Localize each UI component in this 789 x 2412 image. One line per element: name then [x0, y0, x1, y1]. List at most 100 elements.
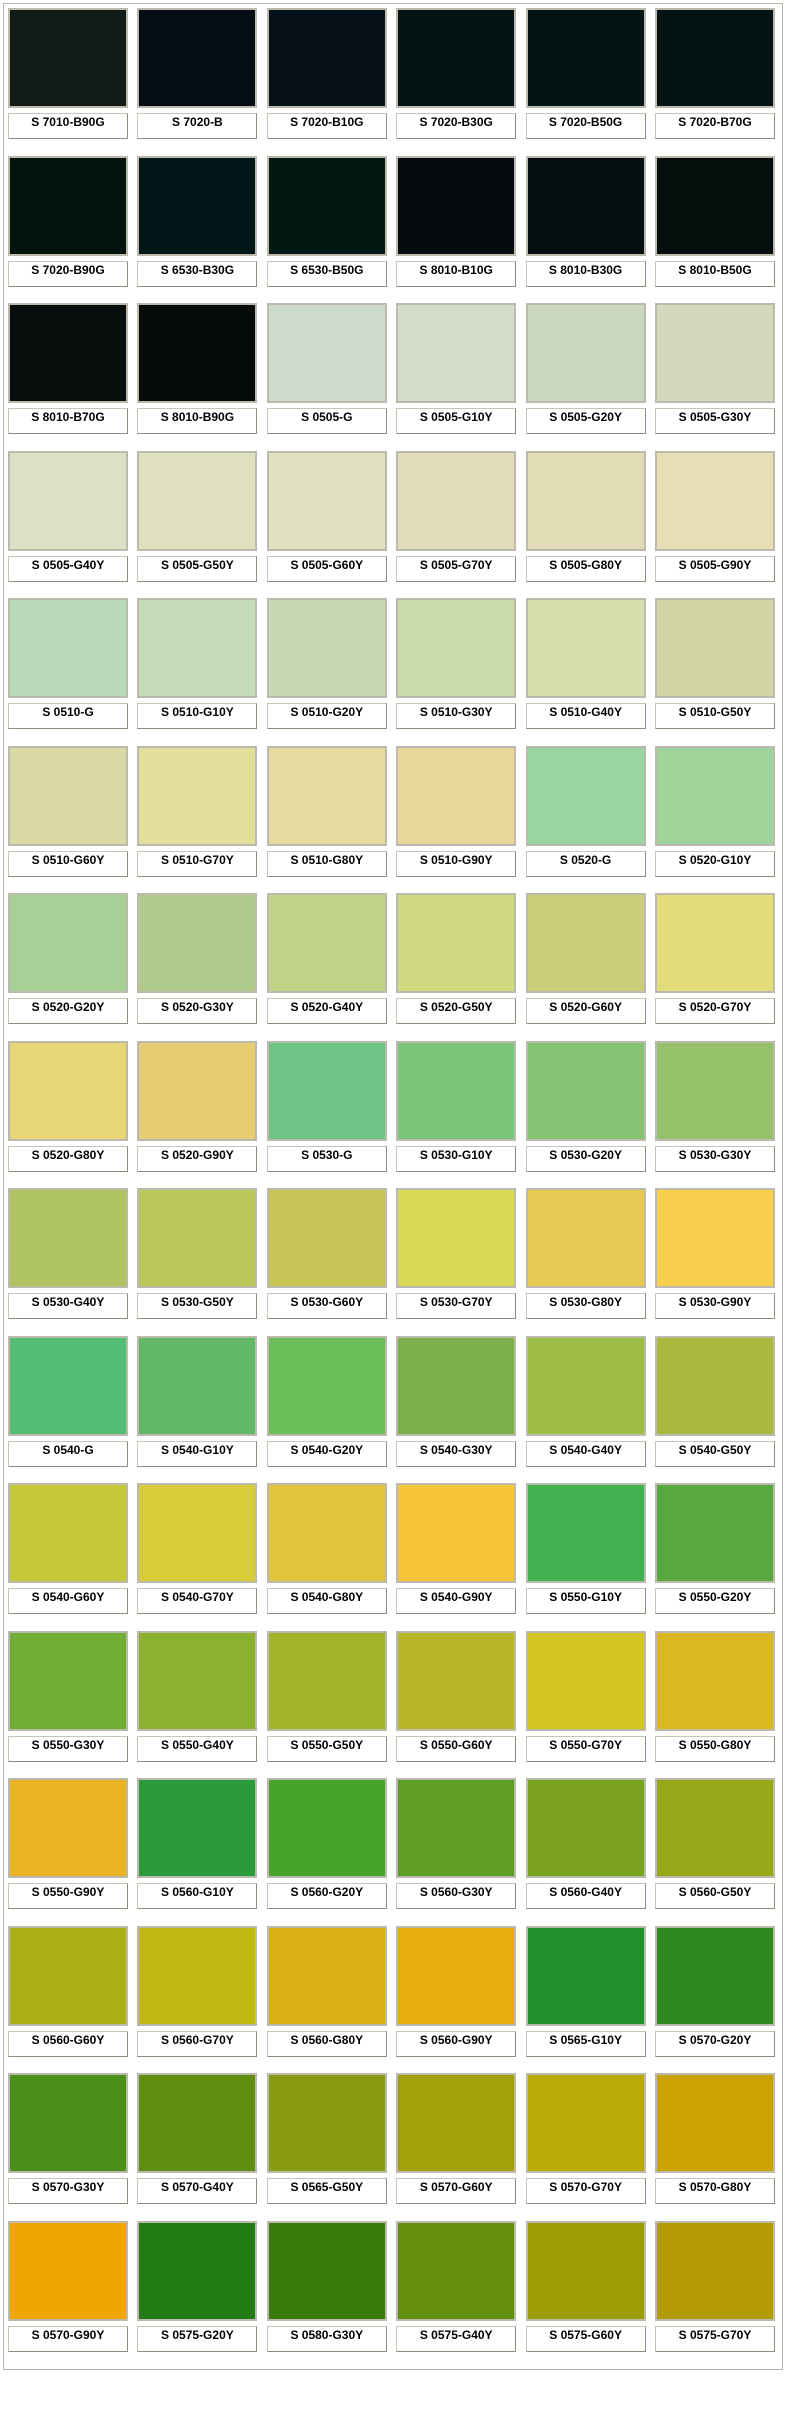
color-swatch	[8, 1335, 128, 1436]
swatch-cell: S 0580-G30Y	[265, 2218, 389, 2360]
swatch-cell: S 0520-G40Y	[265, 890, 389, 1032]
swatch-label: S 0550-G20Y	[655, 1588, 775, 1614]
swatch-label: S 0505-G90Y	[655, 555, 775, 582]
swatch-cell: S 0575-G70Y	[653, 2218, 777, 2360]
color-swatch	[8, 893, 128, 993]
swatch-label: S 0510-G90Y	[396, 850, 517, 877]
swatch-cell: S 0530-G20Y	[524, 1038, 648, 1180]
color-swatch	[655, 1778, 775, 1878]
swatch-cell: S 0510-G30Y	[394, 595, 518, 737]
swatch-label: S 0560-G30Y	[396, 1883, 517, 1909]
swatch-label: S 0550-G90Y	[8, 1883, 128, 1909]
color-swatch	[137, 598, 258, 698]
swatch-cell: S 0505-G80Y	[524, 448, 648, 590]
color-swatch	[8, 598, 128, 698]
swatch-label: S 0560-G10Y	[137, 1883, 258, 1909]
color-swatch	[525, 1335, 646, 1436]
swatch-label: S 0540-G50Y	[655, 1440, 775, 1467]
swatch-label: S 0505-G10Y	[396, 408, 517, 434]
swatch-label: S 0565-G10Y	[525, 2030, 646, 2057]
color-swatch	[655, 2073, 775, 2173]
swatch-label: S 7010-B90G	[8, 113, 128, 139]
swatch-cell: S 0520-G10Y	[653, 743, 777, 885]
swatch-label: S 0505-G50Y	[137, 555, 258, 582]
swatch-label: S 0575-G70Y	[655, 2325, 775, 2352]
swatch-cell: S 0560-G70Y	[135, 1923, 259, 2065]
swatch-label: S 0550-G50Y	[266, 1735, 387, 1762]
color-swatch	[525, 2220, 646, 2321]
color-swatch	[525, 450, 646, 551]
swatch-label: S 8010-B30G	[525, 260, 646, 287]
swatch-label: S 7020-B70G	[655, 113, 775, 139]
swatch-label: S 0530-G20Y	[525, 1145, 646, 1172]
swatch-label: S 0570-G90Y	[8, 2325, 128, 2352]
color-swatch	[266, 1925, 387, 2026]
swatch-label: S 0530-G60Y	[266, 1293, 387, 1319]
color-swatch	[655, 1630, 775, 1731]
color-swatch	[396, 303, 517, 403]
swatch-label: S 0575-G60Y	[525, 2325, 646, 2352]
color-swatch	[266, 8, 387, 108]
swatch-label: S 0540-G30Y	[396, 1440, 517, 1467]
swatch-label: S 7020-B30G	[396, 113, 517, 139]
swatch-label: S 0520-G60Y	[525, 998, 646, 1024]
swatch-label: S 0575-G20Y	[137, 2325, 258, 2352]
color-swatch	[137, 1335, 258, 1436]
swatch-cell: S 6530-B30G	[135, 153, 259, 295]
swatch-label: S 7020-B90G	[8, 260, 128, 287]
swatch-cell: S 0550-G60Y	[394, 1628, 518, 1770]
swatch-cell: S 0550-G80Y	[653, 1628, 777, 1770]
swatch-cell: S 0550-G90Y	[6, 1775, 130, 1917]
swatch-label: S 0530-G30Y	[655, 1145, 775, 1172]
color-swatch	[655, 1188, 775, 1288]
swatch-cell: S 8010-B50G	[653, 153, 777, 295]
swatch-cell: S 7010-B90G	[6, 5, 130, 147]
swatch-cell: S 0520-G80Y	[6, 1038, 130, 1180]
color-swatch	[525, 155, 646, 256]
swatch-cell: S 0560-G20Y	[265, 1775, 389, 1917]
swatch-label: S 0540-G60Y	[8, 1588, 128, 1614]
swatch-label: S 7020-B10G	[266, 113, 387, 139]
color-swatch-grid: S 7010-B90G S 7020-B S 7020-B10G S 7020-B30…	[3, 3, 783, 2370]
color-swatch	[266, 1335, 387, 1436]
swatch-cell: S 8010-B10G	[394, 153, 518, 295]
swatch-cell: S 0530-G50Y	[135, 1185, 259, 1327]
swatch-label: S 0570-G20Y	[655, 2030, 775, 2057]
swatch-cell: S 6530-B50G	[265, 153, 389, 295]
color-swatch	[137, 155, 258, 256]
color-swatch	[525, 1188, 646, 1288]
color-swatch	[8, 8, 128, 108]
color-swatch	[396, 1630, 517, 1731]
swatch-label: S 0520-G10Y	[655, 850, 775, 877]
swatch-cell: S 0505-G70Y	[394, 448, 518, 590]
swatch-cell: S 0565-G50Y	[265, 2070, 389, 2212]
color-swatch	[137, 1778, 258, 1878]
color-swatch	[266, 303, 387, 403]
swatch-cell: S 0570-G40Y	[135, 2070, 259, 2212]
swatch-cell: S 0540-G40Y	[524, 1333, 648, 1475]
color-swatch	[396, 893, 517, 993]
color-swatch	[396, 8, 517, 108]
swatch-label: S 0530-G90Y	[655, 1293, 775, 1319]
color-swatch	[137, 450, 258, 551]
swatch-cell: S 8010-B90G	[135, 300, 259, 442]
swatch-label: S 0530-G10Y	[396, 1145, 517, 1172]
swatch-cell: S 0550-G10Y	[524, 1480, 648, 1622]
swatch-cell: S 7020-B	[135, 5, 259, 147]
swatch-label: S 7020-B	[137, 113, 258, 139]
swatch-label: S 0520-G50Y	[396, 998, 517, 1024]
swatch-cell: S 7020-B50G	[524, 5, 648, 147]
swatch-cell: S 0540-G60Y	[6, 1480, 130, 1622]
swatch-cell: S 0540-G	[6, 1333, 130, 1475]
color-swatch	[525, 745, 646, 846]
swatch-cell: S 0505-G30Y	[653, 300, 777, 442]
swatch-cell: S 0520-G	[524, 743, 648, 885]
swatch-label: S 0520-G30Y	[137, 998, 258, 1024]
swatch-cell: S 0510-G50Y	[653, 595, 777, 737]
swatch-label: S 0560-G70Y	[137, 2030, 258, 2057]
swatch-cell: S 0510-G	[6, 595, 130, 737]
swatch-cell: S 0510-G80Y	[265, 743, 389, 885]
color-swatch	[525, 1040, 646, 1141]
swatch-label: S 0560-G20Y	[266, 1883, 387, 1909]
swatch-label: S 0570-G30Y	[8, 2178, 128, 2204]
